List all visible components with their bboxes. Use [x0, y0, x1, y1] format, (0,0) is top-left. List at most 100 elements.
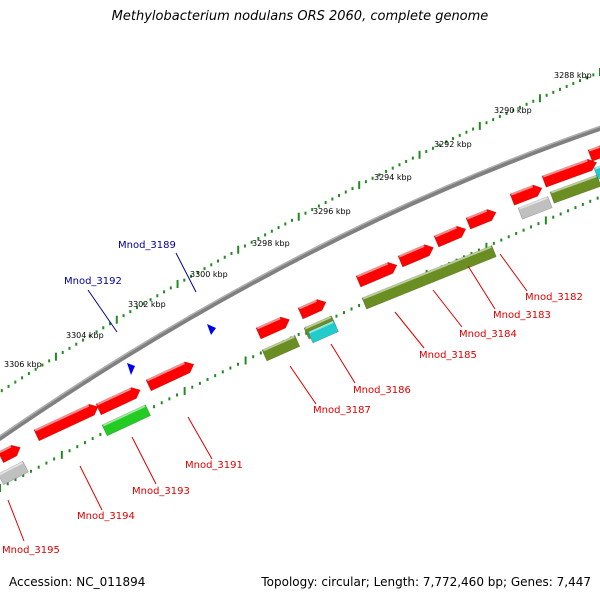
minor-tick: [6, 482, 9, 486]
minor-tick: [385, 169, 388, 173]
gene-shine: [588, 145, 600, 152]
genome-summary: Topology: circular; Length: 7,772,460 bp…: [261, 575, 591, 589]
minor-tick: [149, 298, 152, 302]
gene-label: Mnod_3186: [353, 385, 411, 396]
minor-tick: [203, 267, 206, 271]
major-tick: [358, 181, 361, 190]
gene-shine: [466, 209, 488, 220]
minor-tick: [22, 473, 25, 477]
gene-shine: [362, 245, 492, 300]
minor-tick: [236, 362, 239, 366]
minor-tick: [498, 115, 501, 119]
gene-body: [33, 403, 99, 442]
minor-tick: [223, 255, 226, 259]
minor-tick: [53, 457, 56, 461]
minor-tick: [196, 270, 199, 274]
scale-label: 3288 kbp: [554, 71, 592, 80]
minor-tick: [530, 225, 533, 229]
minor-tick: [14, 478, 17, 482]
minor-tick: [567, 209, 570, 213]
kbp-tick-track: [0, 68, 600, 393]
leader-mnod-3193: [131, 436, 157, 485]
minor-tick: [470, 251, 473, 255]
gene-body: [297, 299, 327, 320]
scale-label: 3292 kbp: [434, 140, 472, 149]
minor-tick: [324, 201, 327, 205]
minor-tick: [477, 248, 480, 252]
gene-shine: [398, 245, 425, 258]
gene-body: [465, 209, 497, 230]
minor-tick: [578, 79, 581, 83]
gene-shine: [146, 362, 185, 382]
gene-grey-2: [517, 196, 553, 220]
minor-tick: [230, 251, 233, 255]
minor-tick: [136, 306, 139, 310]
minor-tick: [68, 449, 71, 453]
gene-label: Mnod_3193: [132, 486, 190, 497]
minor-tick: [270, 229, 273, 233]
leader-mnod-3182: [499, 253, 528, 292]
minor-tick: [331, 197, 334, 201]
gene-cyan: [307, 320, 339, 344]
leader-mnod-3184: [432, 289, 463, 328]
minor-tick: [37, 465, 40, 469]
minor-tick: [581, 202, 584, 206]
backbone-line: [0, 125, 600, 442]
minor-tick: [257, 237, 260, 241]
inner-tick-track: [0, 196, 599, 492]
gene-shine: [550, 175, 597, 194]
gene-label: Mnod_3194: [77, 511, 135, 522]
minor-tick: [589, 199, 592, 203]
major-tick: [60, 450, 63, 459]
minor-tick: [34, 367, 37, 371]
minor-tick: [364, 180, 367, 184]
minor-tick: [311, 208, 314, 212]
minor-tick: [585, 76, 588, 80]
minor-tick: [153, 405, 156, 409]
minor-tick: [515, 231, 518, 235]
minor-tick: [168, 397, 171, 401]
minor-tick: [291, 218, 294, 222]
gene-red-a: [355, 262, 398, 288]
gene-body: [549, 174, 600, 204]
minor-tick: [95, 330, 98, 334]
minor-tick: [221, 370, 224, 374]
minor-tick: [160, 401, 163, 405]
gene-red-e: [509, 184, 543, 206]
minor-tick: [109, 322, 112, 326]
minor-tick: [252, 355, 255, 359]
major-tick: [237, 245, 240, 254]
gene-body: [509, 184, 543, 206]
gene-shine: [0, 445, 12, 454]
minor-tick: [512, 108, 515, 112]
minor-tick: [99, 433, 102, 437]
gene-mnod-3195: [0, 444, 21, 464]
minor-tick: [505, 111, 508, 115]
gene-shine: [510, 185, 534, 196]
minor-tick: [537, 222, 540, 226]
gene-body: [145, 361, 195, 392]
minor-tick: [61, 350, 64, 354]
scale-label: 3290 kbp: [494, 106, 532, 115]
minor-tick: [198, 381, 201, 385]
gene-body: [95, 387, 141, 416]
gene-body: [517, 196, 553, 220]
minor-tick: [250, 240, 253, 244]
gene-body: [307, 320, 339, 344]
gene-label: Mnod_3185: [419, 350, 477, 361]
gene-labels: Mnod_3182 Mnod_3183 Mnod_3184 Mnod_3185 Mnod…: [2, 240, 583, 556]
gene-shine: [262, 335, 295, 352]
minor-tick: [304, 211, 307, 215]
gene-mnod-3193: [101, 404, 151, 437]
gene-body: [255, 316, 290, 340]
gene-shine: [594, 164, 600, 170]
minor-tick: [545, 93, 548, 97]
minor-tick: [398, 163, 401, 167]
scale-label: 3304 kbp: [66, 331, 104, 340]
minor-tick: [485, 121, 488, 125]
minor-tick: [338, 194, 341, 198]
minor-tick: [552, 215, 555, 219]
minor-tick: [210, 263, 213, 267]
minor-tick: [472, 127, 475, 131]
